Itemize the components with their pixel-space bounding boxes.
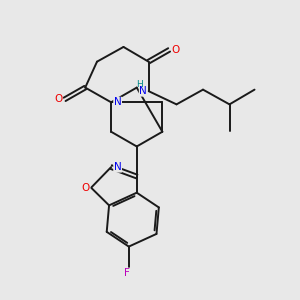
Text: O: O	[54, 94, 62, 104]
Text: N: N	[114, 97, 122, 107]
Text: F: F	[124, 268, 130, 278]
Text: H: H	[136, 80, 142, 89]
Text: O: O	[172, 45, 180, 55]
Text: O: O	[82, 183, 90, 193]
Text: N: N	[140, 86, 147, 96]
Text: N: N	[114, 162, 122, 172]
